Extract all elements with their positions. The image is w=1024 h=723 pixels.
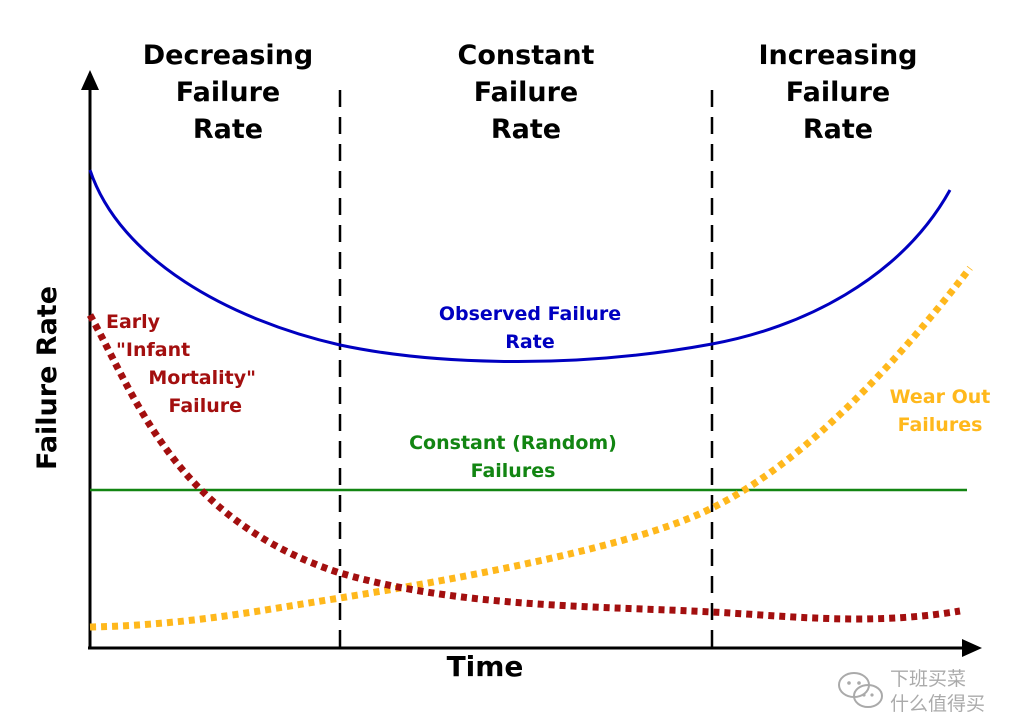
y-axis-arrow: [81, 70, 99, 90]
observed-label-line: Observed Failure: [438, 303, 622, 325]
phase-title-line: Increasing: [758, 40, 918, 71]
phase-title-line: Rate: [490, 114, 562, 145]
wearout-failure-label: Wear Out Failures: [872, 383, 1008, 439]
phase-title-constant: Constant Failure Rate: [426, 37, 626, 148]
wearout-label-line: Failures: [897, 414, 983, 436]
y-axis-title: Failure Rate: [32, 285, 63, 471]
infant-failure-label: Early "Infant Mortality" Failure: [96, 308, 256, 420]
chat-bubble-icon: [838, 672, 883, 708]
observed-failure-label: Observed Failure Rate: [420, 300, 640, 356]
infant-label-line: Mortality": [148, 367, 256, 389]
infant-failure-curve: [86, 313, 961, 623]
phase-title-line: Rate: [802, 114, 874, 145]
observed-failure-curve: [88, 169, 952, 364]
phase-title-line: Failure: [473, 77, 579, 108]
x-axis-arrow: [962, 639, 982, 657]
wearout-label-line: Wear Out: [889, 386, 991, 408]
x-axis-title: Time: [446, 650, 524, 683]
random-label-line: Constant (Random): [409, 432, 617, 454]
phase-title-line: Decreasing: [142, 40, 314, 71]
watermark: 下班买菜 什么值得买: [836, 664, 1016, 720]
observed-label-line: Rate: [505, 331, 555, 353]
infant-label-line: Early: [106, 311, 161, 333]
watermark-line-2: 什么值得买: [890, 693, 986, 715]
random-failure-label: Constant (Random) Failures: [380, 429, 646, 485]
watermark-line-1: 下班买菜: [890, 668, 967, 690]
wearout-failure-curve: [89, 265, 973, 631]
random-label-line: Failures: [470, 460, 556, 482]
infant-label-line: "Infant: [116, 339, 191, 361]
infant-label-line: Failure: [168, 395, 243, 417]
phase-title-increasing: Increasing Failure Rate: [738, 37, 938, 148]
phase-title-line: Constant: [457, 40, 595, 71]
phase-title-line: Rate: [192, 114, 264, 145]
phase-title-decreasing: Decreasing Failure Rate: [128, 37, 328, 148]
phase-title-line: Failure: [175, 77, 281, 108]
phase-title-line: Failure: [785, 77, 891, 108]
